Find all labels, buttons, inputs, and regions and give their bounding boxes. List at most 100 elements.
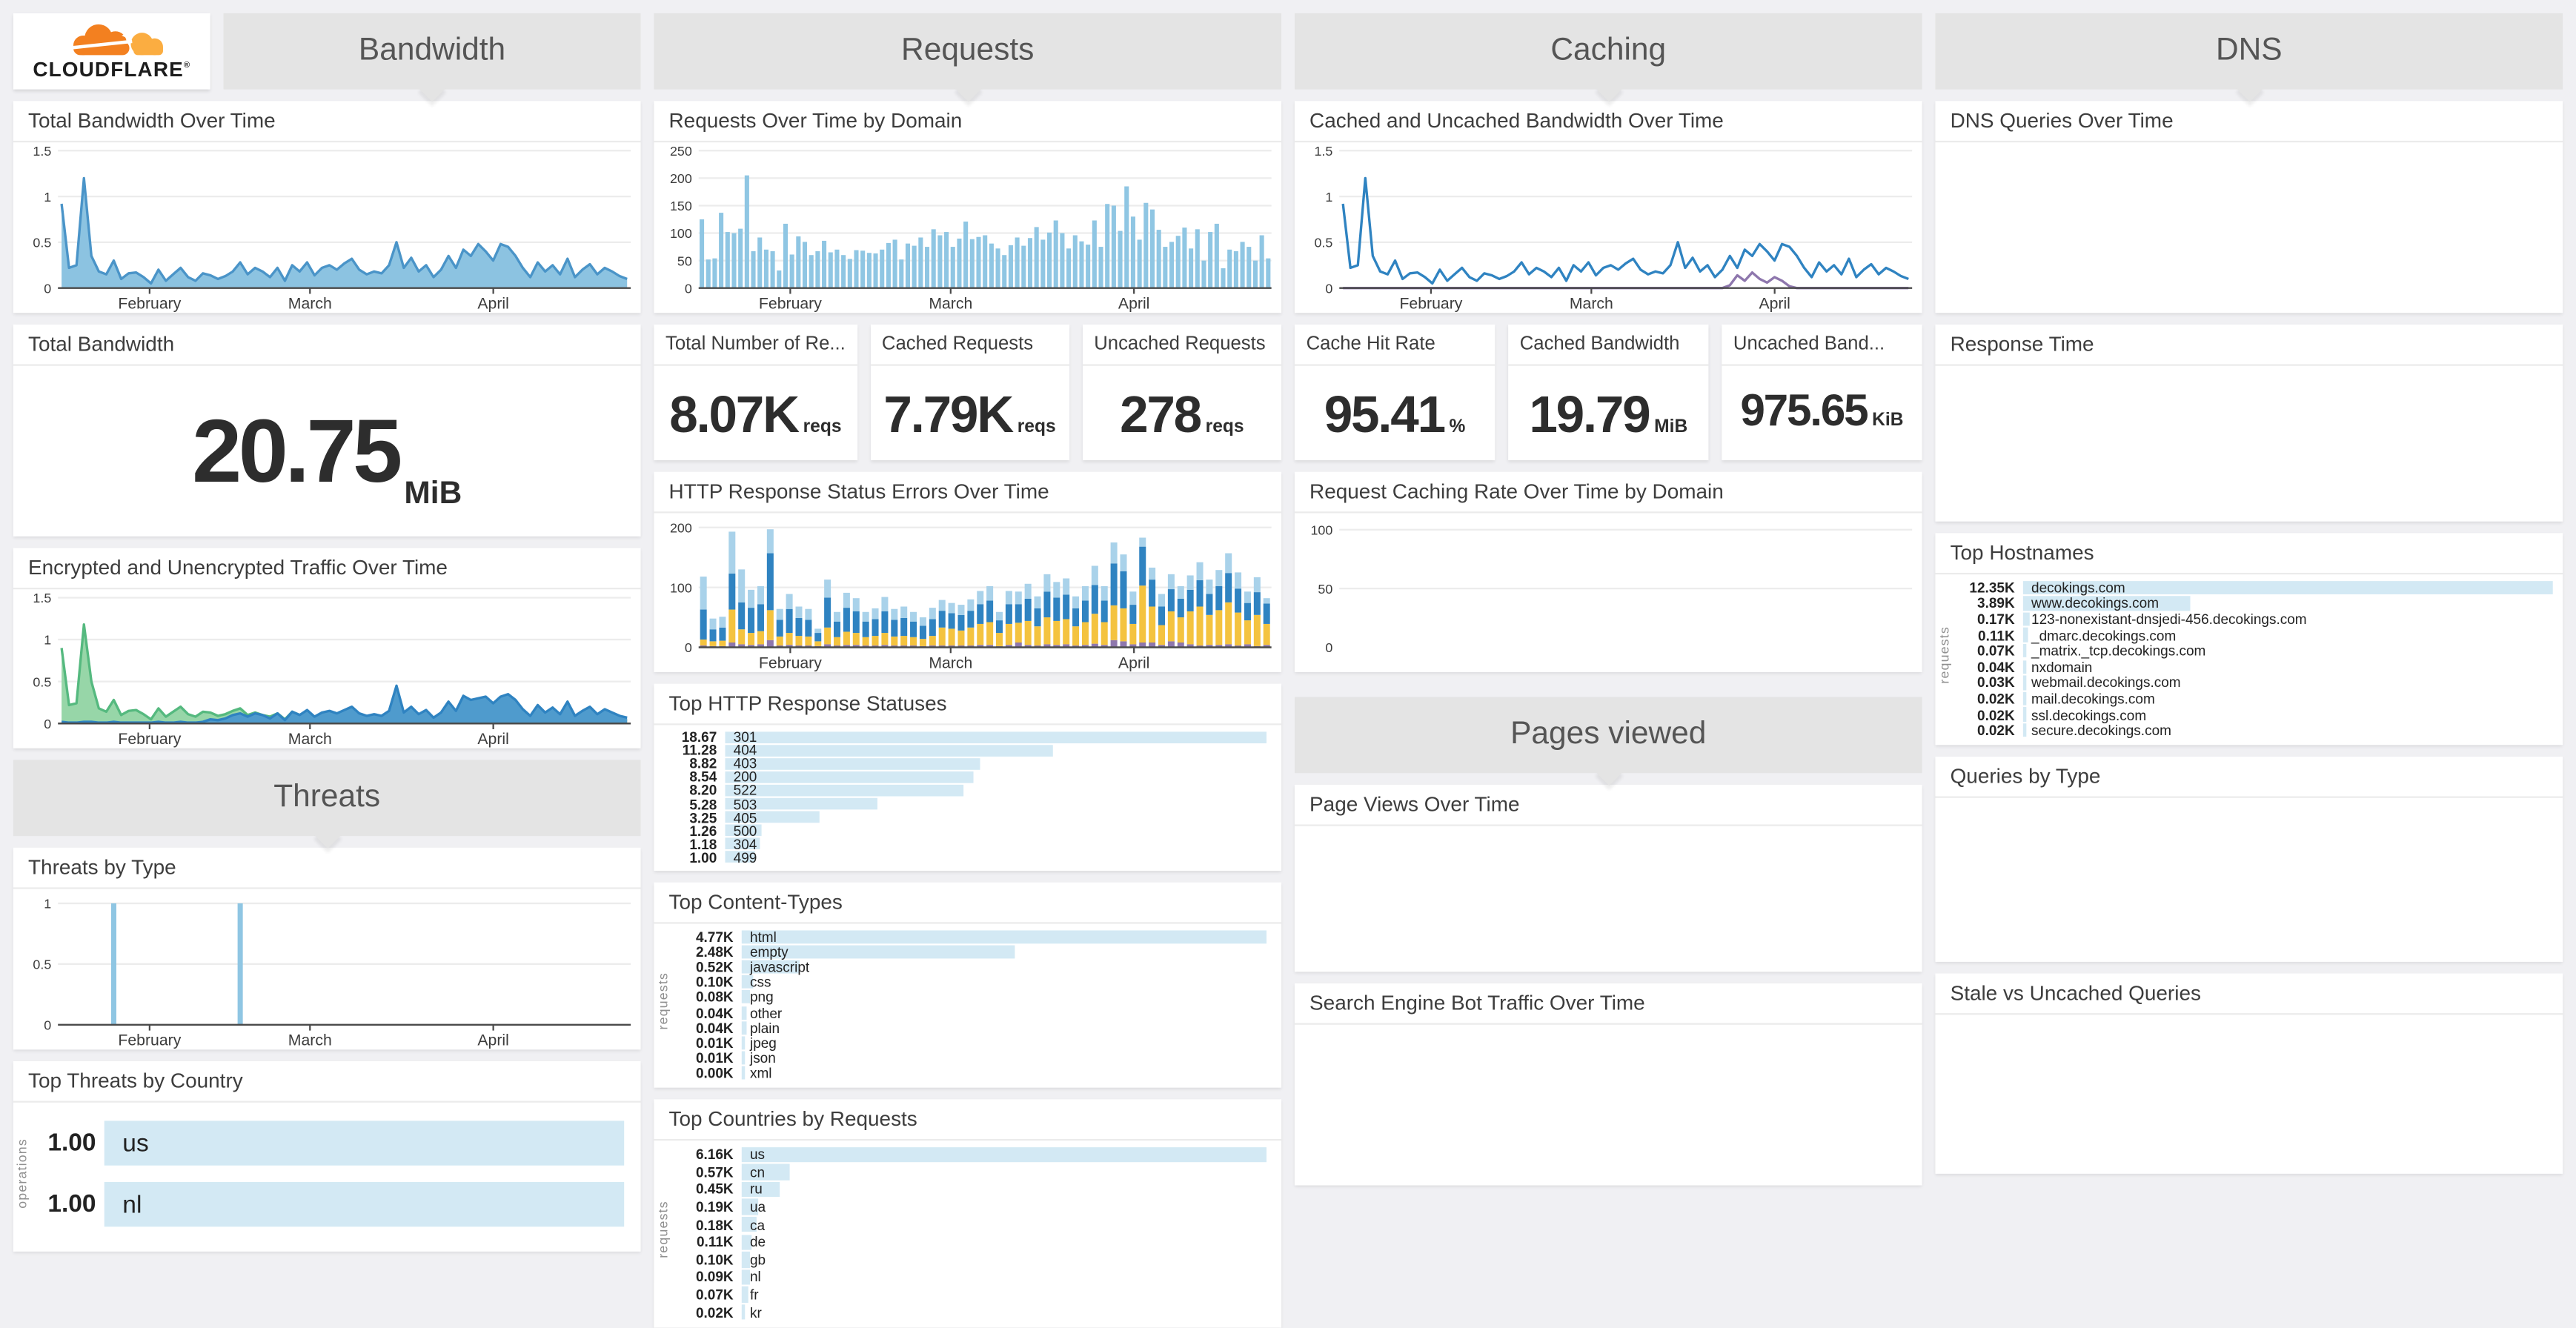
panel-title: Top Threats by Country	[13, 1061, 641, 1103]
row-value: 1.00	[47, 1190, 96, 1219]
row-label: 404	[733, 742, 757, 759]
svg-text:150: 150	[670, 199, 692, 213]
panel-cached-uncached-bandwidth: Cached and Uncached Bandwidth Over Time …	[1294, 101, 1922, 313]
row-bar	[741, 1216, 757, 1232]
list-row: 0.02K mail.decokings.com	[1955, 690, 2552, 707]
row-bar	[741, 929, 1267, 943]
panel-title: Top Content-Types	[654, 883, 1282, 924]
row-label: ca	[749, 1216, 766, 1233]
svg-text:1: 1	[44, 897, 51, 912]
list-row: 0.07K fr	[674, 1286, 1267, 1304]
row-label: other	[749, 1004, 783, 1021]
row-value: 3.89K	[1977, 594, 2015, 612]
row-label: mail.decokings.com	[2031, 690, 2155, 707]
svg-text:0.5: 0.5	[33, 674, 51, 689]
dns-queries-chart	[1935, 142, 2563, 313]
svg-text:April: April	[1118, 296, 1149, 313]
row-label: json	[749, 1049, 776, 1067]
section-header-dns: DNS	[1935, 13, 2563, 90]
panel-title: Top Countries by Requests	[654, 1099, 1282, 1141]
row-bar	[741, 1020, 746, 1035]
svg-text:April: April	[1759, 296, 1790, 313]
row-label: 301	[733, 728, 757, 746]
list-row: 8.82 403	[657, 755, 1267, 772]
svg-text:250: 250	[670, 144, 692, 159]
row-label: html	[749, 928, 777, 945]
top-threats-by-country-list: 1.00 us 1.00 nl	[13, 1103, 641, 1252]
row-value: 2.48K	[695, 943, 734, 960]
panel-title: Request Caching Rate Over Time by Domain	[1294, 472, 1922, 514]
svg-text:February: February	[759, 296, 822, 313]
row-bar	[2022, 596, 2191, 611]
row-label: 405	[733, 809, 757, 826]
row-bar	[2022, 723, 2027, 737]
row-bar	[741, 990, 751, 1004]
list-row: 0.08K png	[674, 989, 1267, 1006]
row-label: ssl.decokings.com	[2031, 706, 2147, 723]
svg-text:April: April	[477, 731, 508, 748]
row-value: 6.16K	[695, 1146, 734, 1163]
cloudflare-wordmark: CLOUDFLARE®	[33, 58, 191, 82]
row-value: 18.67	[681, 728, 717, 746]
svg-text:50: 50	[677, 253, 692, 268]
row-value: 0.02K	[695, 1304, 734, 1321]
svg-text:0: 0	[685, 640, 692, 655]
svg-text:0: 0	[685, 281, 692, 296]
list-row: 0.19K ua	[674, 1198, 1267, 1216]
svg-text:0.5: 0.5	[1314, 236, 1332, 250]
list-row: 0.45K ru	[674, 1181, 1267, 1198]
list-row: 6.16K us	[674, 1146, 1267, 1163]
panel-title: Search Engine Bot Traffic Over Time	[1294, 983, 1922, 1025]
panel-top-threats-by-country: Top Threats by Country operations 1.00 us…	[13, 1060, 641, 1252]
svg-text:0: 0	[44, 281, 51, 296]
list-row: 3.25 405	[657, 809, 1267, 826]
svg-text:February: February	[759, 654, 822, 671]
panel-title: Requests Over Time by Domain	[654, 101, 1282, 143]
row-value: 0.02K	[1977, 706, 2015, 723]
bot-traffic-chart	[1295, 1025, 1922, 1186]
row-label: de	[749, 1233, 766, 1251]
list-row: 0.02K ssl.decokings.com	[1955, 706, 2552, 723]
row-bar	[741, 975, 753, 989]
y-axis-label: operations	[15, 1138, 30, 1209]
row-label: plain	[749, 1019, 780, 1037]
row-value: 0.04K	[695, 1019, 734, 1037]
stat-title: Uncached Band...	[1722, 325, 1922, 366]
row-bar	[741, 1146, 1267, 1163]
row-bar	[741, 1199, 758, 1215]
row-label: png	[749, 989, 774, 1006]
panel-title: Total Bandwidth Over Time	[13, 101, 641, 143]
row-value: 0.45K	[695, 1181, 734, 1198]
cloudflare-logo[interactable]: CLOUDFLARE®	[13, 13, 210, 90]
list-row: 0.00K xml	[674, 1065, 1267, 1082]
row-label: webmail.decokings.com	[2031, 674, 2181, 691]
panel-title: Response Time	[1935, 325, 2563, 366]
http-errors-chart: 0 100 200 February March April	[654, 514, 1281, 672]
stat-unit: KiB	[1872, 411, 1904, 431]
row-bar	[741, 1052, 746, 1065]
row-value: 0.07K	[1977, 643, 2015, 660]
dashboard: CLOUDFLARE® Bandwidth Total Bandwidth Ov…	[0, 0, 2576, 1284]
svg-text:February: February	[1399, 296, 1462, 313]
svg-text:March: March	[929, 296, 972, 313]
stat-cached-requests: Cached Requests 7.79K reqs	[870, 324, 1069, 461]
row-bar	[104, 1181, 625, 1228]
row-label: nl	[749, 1269, 761, 1286]
row-label: nl	[122, 1190, 142, 1219]
top-countries-list: 6.16K us 0.57K cn 0.45K ru 0.19K ua 0.18K ca 0.11K…	[654, 1141, 1281, 1327]
stat-uncached-bandwidth: Uncached Band... 975.65 KiB	[1722, 324, 1922, 461]
list-row: 0.17K 123-nonexistant-dnsjedi-456.decokin…	[1955, 611, 2552, 627]
row-bar	[2022, 643, 2027, 658]
stat-title: Cached Bandwidth	[1508, 325, 1709, 366]
row-label: www.decokings.com	[2031, 594, 2160, 612]
row-value: 1.18	[689, 835, 717, 853]
row-value: 5.28	[689, 795, 717, 812]
row-label: xml	[749, 1065, 772, 1082]
svg-text:March: March	[288, 731, 332, 748]
list-row: 5.28 503	[657, 795, 1267, 812]
column-requests: Requests Requests Over Time by Domain 0 5…	[654, 13, 1282, 1328]
list-row: 1.18 304	[657, 835, 1267, 853]
cached-uncached-bandwidth-chart: 0 0.5 1 1.5 February March April	[1295, 142, 1922, 313]
list-row: 0.10K gb	[674, 1251, 1267, 1269]
row-bar	[725, 757, 981, 770]
